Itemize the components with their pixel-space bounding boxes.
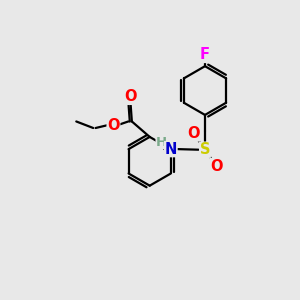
Text: F: F (200, 47, 210, 62)
Text: O: O (210, 158, 223, 173)
Text: O: O (124, 89, 137, 104)
Text: H: H (156, 136, 167, 149)
Text: N: N (165, 142, 177, 157)
Text: S: S (200, 142, 210, 157)
Text: O: O (188, 126, 200, 141)
Text: O: O (107, 118, 120, 133)
